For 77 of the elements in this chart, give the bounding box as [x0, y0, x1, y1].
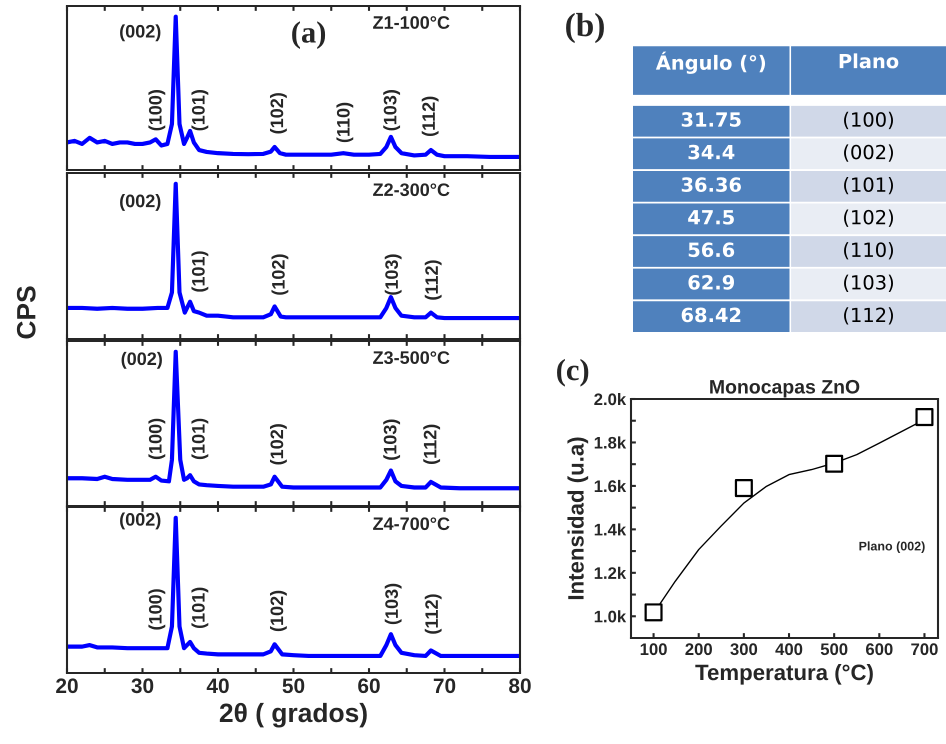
- text: (112): [844, 307, 894, 325]
- annotation: Plano (002): [859, 541, 925, 554]
- x-axis-title: 2θ ( grados): [220, 702, 367, 728]
- y-axis-title: CPS: [16, 286, 36, 338]
- text: 47.5: [688, 210, 734, 225]
- annotation: (103): [384, 254, 402, 295]
- chart-title: Monocapas ZnO: [710, 380, 860, 398]
- text: 68.42: [682, 308, 740, 322]
- annotation: (112): [423, 424, 440, 464]
- x-tick-label: 300: [730, 643, 758, 656]
- annotation: (110): [336, 102, 354, 142]
- annotation: (002): [122, 352, 162, 369]
- x-tick-label: 700: [911, 643, 938, 656]
- annotation: (002): [120, 194, 160, 211]
- annotation: (101): [191, 251, 208, 292]
- y-tick-label: 1.4k: [594, 523, 626, 536]
- annotation: (103): [383, 420, 400, 460]
- text: Z2-300°C: [373, 183, 450, 196]
- annotation: (100): [148, 90, 166, 130]
- annotation: (100): [148, 589, 166, 630]
- x-tick-label: 80: [509, 678, 531, 694]
- annotation: (102): [270, 93, 287, 134]
- annotation: (102): [270, 424, 287, 464]
- x-tick-label: 200: [685, 643, 712, 656]
- y-tick-label: 1.0k: [594, 610, 626, 622]
- y-tick-label: 1.6k: [594, 480, 626, 492]
- text: 56.6: [688, 242, 734, 258]
- point: [825, 454, 844, 473]
- x-tick-label: 60: [358, 678, 380, 694]
- annotation: (a): [292, 21, 326, 49]
- text: 62.9: [688, 274, 734, 290]
- x-axis-title: Temperatura (°C): [695, 664, 873, 685]
- annotation: (112): [424, 594, 442, 634]
- x-tick-label: 40: [206, 678, 229, 694]
- x-tick-label: 400: [775, 643, 802, 656]
- annotation: (112): [422, 96, 439, 136]
- x-tick-label: 20: [56, 678, 78, 694]
- annotation: (002): [120, 24, 160, 42]
- point: [915, 408, 934, 426]
- text: Plano: [840, 53, 898, 68]
- text: (100): [844, 112, 894, 130]
- annotation: (102): [270, 590, 287, 632]
- x-tick-label: 600: [866, 643, 893, 656]
- y-tick-label: 1.8k: [594, 436, 626, 449]
- text: Z4-700°C: [373, 517, 450, 530]
- text: Z3-500°C: [373, 351, 450, 364]
- annotation: (102): [271, 254, 288, 295]
- text: (b): [566, 12, 604, 44]
- text: (103): [844, 274, 894, 292]
- text: 34.4: [688, 144, 734, 160]
- point: [734, 479, 753, 498]
- text: (002): [844, 144, 894, 162]
- annotation: (103): [383, 90, 400, 130]
- text: (101): [844, 176, 894, 194]
- annotation: (002): [120, 512, 160, 530]
- text: (110): [844, 242, 894, 260]
- x-tick-label: 100: [640, 643, 667, 656]
- text: (102): [844, 210, 894, 227]
- text: 31.75: [682, 112, 741, 127]
- text: Z1-100°C: [373, 16, 450, 29]
- annotation: (103): [384, 584, 402, 624]
- annotation: (101): [191, 90, 208, 130]
- text: Ángulo (°): [656, 52, 766, 74]
- annotation: (100): [148, 418, 166, 460]
- annotation: (112): [424, 260, 442, 300]
- annotation: (101): [191, 418, 208, 460]
- x-tick-label: 70: [434, 678, 456, 694]
- y-axis-title: Intensidad (u.a): [567, 437, 588, 600]
- text: (c): [557, 358, 588, 387]
- text: 36.36: [682, 177, 741, 192]
- x-tick-label: 30: [131, 678, 154, 694]
- y-tick-label: 2.0k: [594, 392, 626, 406]
- point: [644, 603, 663, 622]
- y-tick-label: 1.2k: [594, 566, 626, 579]
- x-tick-label: 500: [820, 643, 848, 656]
- x-tick-label: 50: [282, 678, 304, 694]
- annotation: (101): [191, 588, 208, 628]
